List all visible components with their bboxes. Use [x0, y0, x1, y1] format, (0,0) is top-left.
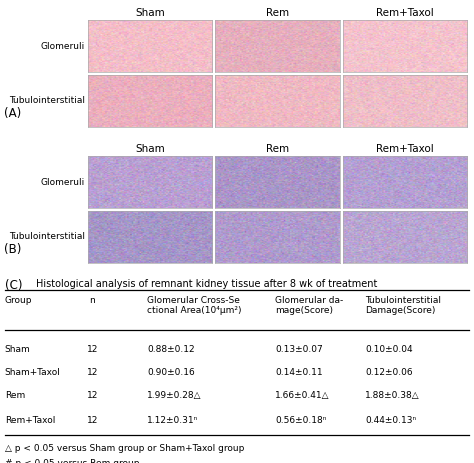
- Text: 12: 12: [87, 391, 98, 400]
- Text: Rem+Taxol: Rem+Taxol: [5, 416, 55, 425]
- Text: Rem: Rem: [266, 144, 289, 154]
- Text: 0.90±0.16: 0.90±0.16: [147, 368, 195, 377]
- Text: Tubulointerstitial
Damage(Score): Tubulointerstitial Damage(Score): [365, 296, 441, 315]
- Text: Tubulointerstitial: Tubulointerstitial: [9, 96, 85, 105]
- Text: n: n: [90, 296, 95, 305]
- Text: Sham: Sham: [5, 345, 30, 354]
- Text: (C): (C): [5, 279, 22, 292]
- Text: Rem+Taxol: Rem+Taxol: [376, 8, 434, 18]
- Text: 1.99±0.28△: 1.99±0.28△: [147, 391, 201, 400]
- Text: Glomerular Cross-Se
ctional Area(10⁴μm²): Glomerular Cross-Se ctional Area(10⁴μm²): [147, 296, 241, 315]
- Text: 0.88±0.12: 0.88±0.12: [147, 345, 194, 354]
- Text: Sham+Taxol: Sham+Taxol: [5, 368, 61, 377]
- Text: △ p < 0.05 versus Sham group or Sham+Taxol group: △ p < 0.05 versus Sham group or Sham+Tax…: [5, 444, 244, 453]
- Text: Rem: Rem: [266, 8, 289, 18]
- Text: Glomeruli: Glomeruli: [41, 42, 85, 50]
- Text: (B): (B): [4, 243, 22, 256]
- Text: 0.56±0.18ⁿ: 0.56±0.18ⁿ: [275, 416, 326, 425]
- Text: # p < 0.05 versus Rem group: # p < 0.05 versus Rem group: [5, 459, 139, 463]
- Text: Tubulointerstitial: Tubulointerstitial: [9, 232, 85, 241]
- Text: 0.13±0.07: 0.13±0.07: [275, 345, 323, 354]
- Text: Histological analysis of remnant kidney tissue after 8 wk of treatment: Histological analysis of remnant kidney …: [36, 279, 377, 289]
- Text: Glomerular da-
mage(Score): Glomerular da- mage(Score): [275, 296, 343, 315]
- Text: 0.14±0.11: 0.14±0.11: [275, 368, 322, 377]
- Text: 1.88±0.38△: 1.88±0.38△: [365, 391, 419, 400]
- Text: 0.12±0.06: 0.12±0.06: [365, 368, 412, 377]
- Text: Glomeruli: Glomeruli: [41, 178, 85, 187]
- Text: 0.10±0.04: 0.10±0.04: [365, 345, 412, 354]
- Text: Sham: Sham: [135, 144, 165, 154]
- Text: Group: Group: [5, 296, 32, 305]
- Text: 0.44±0.13ⁿ: 0.44±0.13ⁿ: [365, 416, 416, 425]
- Text: 1.66±0.41△: 1.66±0.41△: [275, 391, 329, 400]
- Text: (A): (A): [4, 107, 22, 120]
- Text: 12: 12: [87, 345, 98, 354]
- Text: Rem: Rem: [5, 391, 25, 400]
- Text: 12: 12: [87, 416, 98, 425]
- Text: 12: 12: [87, 368, 98, 377]
- Text: Rem+Taxol: Rem+Taxol: [376, 144, 434, 154]
- Text: 1.12±0.31ⁿ: 1.12±0.31ⁿ: [147, 416, 198, 425]
- Text: Sham: Sham: [135, 8, 165, 18]
